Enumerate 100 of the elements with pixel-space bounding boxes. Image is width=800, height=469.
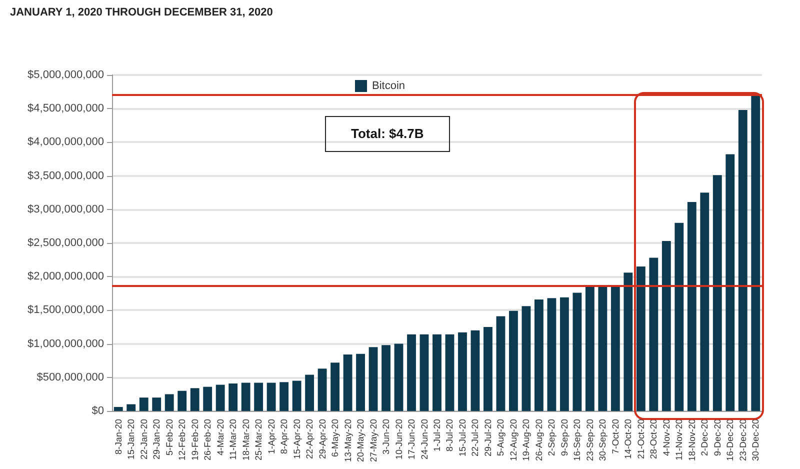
y-tick-label: $2,000,000,000: [28, 270, 104, 283]
bar: [662, 240, 671, 411]
bar: [610, 285, 620, 411]
bar: [241, 382, 250, 411]
x-tick-label: 17-Jun-20: [406, 419, 417, 460]
bar: [598, 285, 608, 411]
x-tick-label: 9-Dec-20: [712, 419, 722, 456]
bar: [266, 382, 276, 411]
bar: [330, 362, 340, 411]
x-tick-label: 11-Mar-20: [228, 419, 238, 460]
x-tick-label: 8-Apr-20: [279, 419, 290, 454]
bar: [458, 332, 467, 411]
y-tick-label: $1,500,000,000: [28, 304, 104, 316]
bar: [114, 406, 123, 411]
bar: [496, 316, 506, 411]
x-tick-label: 8-Jan-20: [113, 419, 124, 455]
bar: [484, 327, 492, 411]
x-tick-label: 23-Sep-20: [584, 419, 595, 462]
bar: [216, 384, 225, 411]
x-tick-label: 4-Mar-20: [215, 419, 226, 456]
x-tick-label: 18-Mar-20: [240, 419, 251, 461]
bar: [432, 334, 442, 411]
x-tick-label: 22-Jan-20: [138, 419, 149, 460]
x-tick-label: 2-Dec-20: [700, 419, 710, 456]
bar: [726, 154, 735, 411]
x-tick-label: 26-Aug-20: [534, 419, 544, 462]
bar: [203, 386, 212, 411]
y-tick-label: $1,000,000,000: [28, 338, 104, 350]
bar: [305, 374, 314, 411]
bar: [190, 388, 200, 411]
x-tick-label: 15-Apr-20: [292, 419, 302, 460]
y-tick-label: $3,500,000,000: [28, 170, 104, 182]
bar: [178, 390, 187, 411]
x-tick-label: 30-Sep-20: [598, 419, 608, 462]
legend-label: Bitcoin: [372, 80, 406, 92]
x-tick-label: 29-Apr-20: [317, 419, 328, 460]
bar: [368, 347, 378, 411]
bar: [407, 334, 416, 411]
x-tick-label: 14-Oct-20: [623, 419, 634, 460]
x-tick-label: 22-Jul-20: [470, 419, 480, 457]
y-tick-label: $5,000,000,000: [28, 69, 104, 81]
bar: [572, 292, 582, 411]
bar: [470, 330, 480, 411]
bar: [585, 286, 594, 411]
bar: [152, 398, 162, 411]
bar: [560, 297, 569, 411]
y-tick-label: $0: [92, 405, 104, 417]
bar: [509, 310, 518, 411]
bar: [712, 175, 722, 411]
y-tick-label: $3,000,000,000: [28, 203, 104, 216]
bar: [394, 344, 404, 411]
x-tick-label: 19-Feb-20: [190, 419, 200, 461]
bar: [356, 354, 365, 411]
bar: [292, 380, 302, 411]
x-tick-label: 2-Sep-20: [546, 419, 557, 456]
x-tick-label: 11-Nov-20: [674, 419, 684, 460]
x-tick-label: 12-Aug-20: [508, 419, 518, 462]
x-tick-label: 21-Oct-20: [636, 419, 646, 460]
bar: [636, 266, 646, 411]
x-tick-label: 9-Sep-20: [559, 419, 570, 456]
bar: [445, 334, 454, 411]
x-tick-label: 8-Jul-20: [444, 419, 455, 452]
bar: [254, 382, 264, 411]
x-tick-label: 15-Jul-20: [457, 419, 468, 457]
bar: [164, 394, 174, 411]
x-tick-label: 13-May-20: [342, 419, 353, 462]
bar: [624, 272, 633, 411]
bar: [738, 110, 748, 411]
x-tick-label: 1-Apr-20: [266, 419, 276, 454]
x-tick-label: 3-Jun-20: [381, 419, 392, 455]
bar: [687, 202, 696, 411]
bar: [318, 368, 327, 411]
x-tick-label: 28-Oct-20: [648, 419, 659, 460]
y-tick-label: $4,500,000,000: [28, 102, 104, 115]
x-tick-label: 16-Sep-20: [572, 419, 582, 462]
bar: [522, 306, 531, 411]
chart-title: JANUARY 1, 2020 THROUGH DECEMBER 31, 2020: [10, 6, 273, 18]
x-tick-label: 5-Feb-20: [164, 419, 174, 456]
y-tick-label: $4,000,000,000: [28, 136, 104, 148]
bar: [547, 298, 556, 411]
bar: [674, 222, 684, 411]
x-tick-label: 1-Jul-20: [432, 419, 442, 452]
bar: [343, 354, 352, 411]
y-tick-label: $2,500,000,000: [28, 237, 104, 249]
bar: [649, 258, 658, 411]
bar: [700, 192, 710, 411]
x-tick-label: 23-Dec-20: [738, 419, 748, 462]
bar: [420, 334, 429, 411]
x-tick-label: 26-Feb-20: [202, 419, 213, 461]
x-tick-label: 22-Apr-20: [304, 419, 315, 460]
annotation: Total: $4.7B: [325, 116, 450, 152]
x-tick-label: 6-May-20: [330, 419, 340, 458]
x-tick-label: 27-May-20: [368, 419, 378, 462]
x-tick-label: 19-Aug-20: [521, 419, 532, 462]
x-tick-label: 24-Jun-20: [419, 419, 430, 460]
bar: [534, 299, 544, 411]
x-tick-label: 30-Dec-20: [750, 419, 761, 462]
x-tick-label: 29-Jan-20: [152, 419, 162, 460]
x-tick-label: 10-Jun-20: [394, 419, 404, 460]
x-tick-label: 12-Feb-20: [177, 419, 188, 461]
